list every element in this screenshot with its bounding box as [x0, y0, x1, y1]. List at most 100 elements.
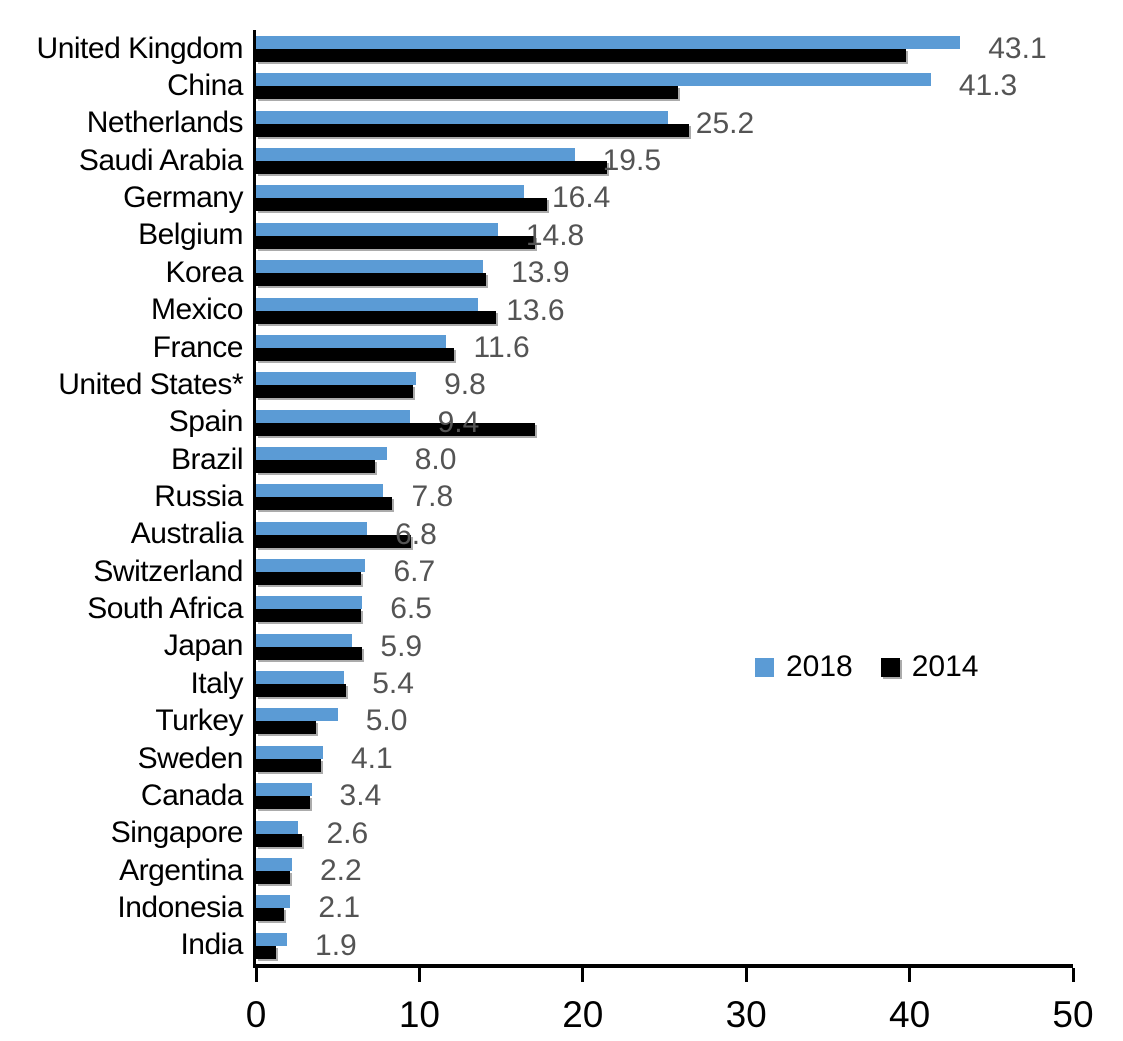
bar-2018-china: [256, 73, 931, 87]
value-label-canada: 3.4: [339, 779, 382, 813]
value-label-japan: 5.9: [380, 629, 423, 663]
bar-2018-argentina: [256, 857, 292, 871]
y-axis-label-india: India: [180, 928, 243, 962]
y-axis-label-russia: Russia: [154, 479, 243, 513]
legend-label-2014: 2014: [911, 650, 979, 683]
bar-2018-saudi-arabia: [256, 148, 575, 162]
value-label-turkey: 5.0: [365, 704, 408, 738]
value-label-united-states: 9.8: [444, 368, 486, 402]
value-label-australia: 6.8: [395, 517, 437, 551]
x-tick-30: [744, 968, 748, 982]
bar-row-mexico: 13.6: [256, 292, 1073, 329]
bar-2014-canada: [256, 796, 310, 810]
bar-row-belgium: 14.8: [256, 217, 1073, 254]
x-tick-label-30: 30: [725, 994, 767, 1035]
y-axis-label-china: China: [167, 69, 243, 103]
legend-item-2018: 2018: [755, 652, 853, 682]
y-axis-label-germany: Germany: [123, 181, 243, 215]
value-label-south-africa: 6.5: [390, 592, 432, 626]
y-axis-label-korea: Korea: [165, 255, 243, 289]
y-axis-label-south-africa: South Africa: [87, 592, 243, 626]
bar-2014-switzerland: [256, 572, 361, 586]
y-axis-label-australia: Australia: [130, 517, 244, 551]
bar-row-korea: 13.9: [256, 254, 1073, 291]
bar-2018-australia: [256, 521, 368, 535]
value-label-saudi-arabia: 19.5: [602, 144, 662, 178]
bar-row-argentina: 2.2: [256, 852, 1073, 889]
bar-row-germany: 16.4: [256, 179, 1073, 216]
bar-2018-india: [256, 932, 288, 946]
value-label-france: 11.6: [473, 330, 530, 364]
bar-2018-germany: [256, 185, 524, 199]
bar-2018-mexico: [256, 297, 479, 311]
bar-row-singapore: 2.6: [256, 815, 1073, 852]
x-tick-label-20: 20: [562, 994, 604, 1035]
bar-row-italy: 5.4: [256, 665, 1073, 702]
bar-2018-switzerland: [256, 559, 366, 573]
bar-2018-canada: [256, 783, 312, 797]
value-label-china: 41.3: [958, 69, 1018, 103]
legend-swatch-2014-icon: [880, 657, 900, 677]
bar-2014-netherlands: [256, 123, 689, 137]
bar-2014-japan: [256, 646, 363, 660]
bar-row-netherlands: 25.2: [256, 105, 1073, 142]
y-axis-label-turkey: Turkey: [155, 704, 243, 738]
value-label-argentina: 2.2: [319, 853, 362, 887]
value-label-russia: 7.8: [411, 480, 454, 514]
x-tick-label-10: 10: [398, 994, 440, 1035]
bar-2014-india: [256, 945, 276, 959]
x-tick-label-50: 50: [1052, 994, 1094, 1035]
bar-2014-spain: [256, 422, 536, 436]
bar-2014-argentina: [256, 870, 291, 884]
bar-row-japan: 5.9: [256, 628, 1073, 665]
bar-2014-italy: [256, 684, 346, 698]
value-label-germany: 16.4: [551, 181, 611, 215]
y-axis-label-saudi-arabia: Saudi Arabia: [78, 143, 244, 177]
x-tick-50: [1071, 968, 1075, 982]
y-axis-label-switzerland: Switzerland: [93, 554, 243, 588]
bar-2018-singapore: [256, 820, 299, 834]
value-label-belgium: 14.8: [525, 218, 585, 252]
bar-row-south-africa: 6.5: [256, 590, 1073, 627]
bar-row-canada: 3.4: [256, 777, 1073, 814]
bar-2018-korea: [256, 260, 484, 274]
bar-2014-belgium: [256, 235, 536, 249]
y-axis-label-japan: Japan: [163, 629, 244, 663]
bar-row-spain: 9.4: [256, 404, 1073, 441]
bar-row-sweden: 4.1: [256, 740, 1073, 777]
y-axis-label-netherlands: Netherlands: [86, 106, 244, 140]
y-axis-label-united-kingdom: United Kingdom: [36, 31, 244, 65]
x-tick-20: [581, 968, 585, 982]
bar-2018-united-kingdom: [256, 36, 961, 49]
value-label-india: 1.9: [315, 928, 357, 962]
bar-2014-mexico: [256, 310, 497, 324]
bar-2014-united-states: [256, 385, 413, 399]
bar-2014-france: [256, 347, 454, 361]
y-axis-label-spain: Spain: [168, 405, 244, 439]
bar-2018-indonesia: [256, 895, 291, 909]
x-tick-10: [417, 968, 421, 982]
bar-row-brazil: 8.0: [256, 441, 1073, 478]
bar-2014-china: [256, 86, 678, 100]
x-tick-label-40: 40: [889, 994, 931, 1035]
bar-row-russia: 7.8: [256, 478, 1073, 515]
plot-area: 43.1 41.3 25.2 19.5 16.4 14.8 13.9 13.6 11.6 9.8 9…: [246, 30, 1094, 1033]
bar-2014-russia: [256, 497, 392, 511]
bar-row-united-kingdom: 43.1: [256, 30, 1073, 67]
bar-2014-australia: [256, 534, 412, 548]
y-axis-label-canada: Canada: [140, 778, 244, 812]
y-axis-label-italy: Italy: [190, 666, 243, 700]
legend-swatch-2018-icon: [755, 657, 774, 677]
value-label-korea: 13.9: [511, 256, 570, 290]
bar-2018-south-africa: [256, 596, 363, 610]
value-label-sweden: 4.1: [350, 741, 393, 775]
bar-row-united-states: 9.8: [256, 366, 1073, 403]
bar-2014-germany: [256, 198, 547, 212]
bar-2014-sweden: [256, 758, 322, 772]
value-label-spain: 9.4: [437, 405, 480, 439]
value-label-singapore: 2.6: [326, 816, 369, 850]
y-axis-label-mexico: Mexico: [150, 293, 244, 327]
bar-2018-belgium: [256, 222, 498, 236]
bar-row-australia: 6.8: [256, 516, 1073, 553]
